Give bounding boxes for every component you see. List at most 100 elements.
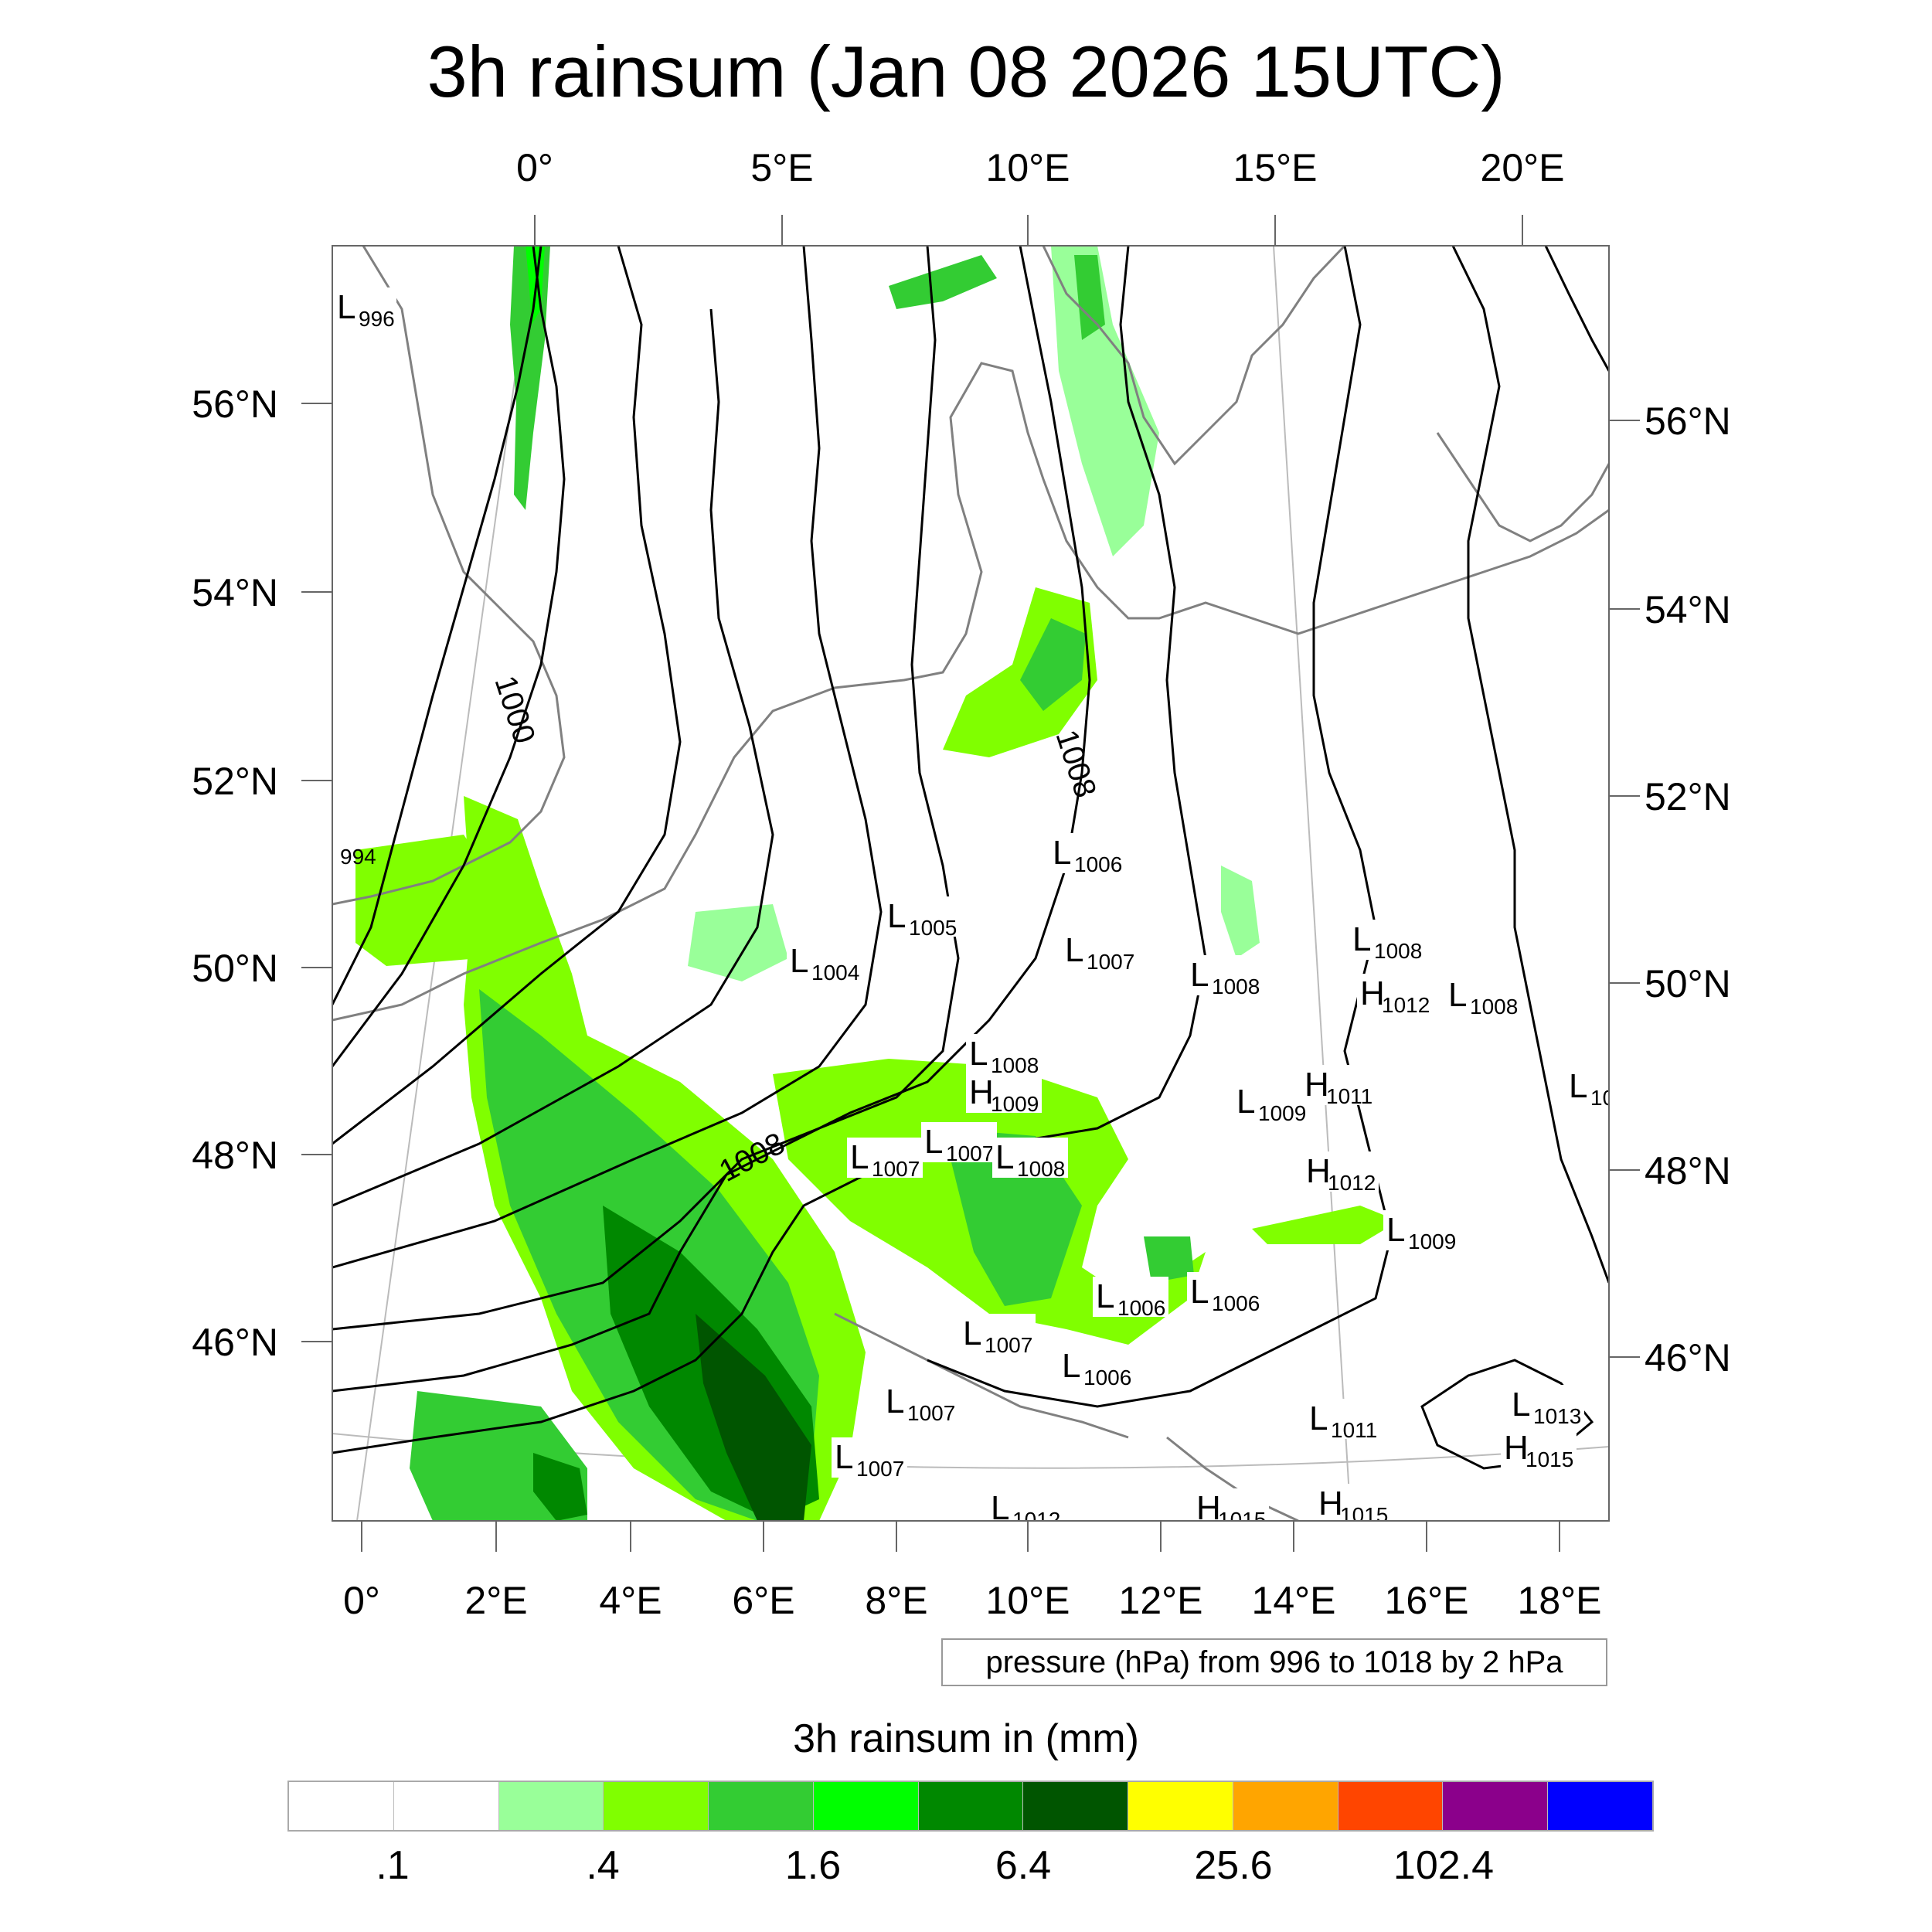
pressure-center-letter: L — [1053, 834, 1071, 872]
lon-label: 14°E — [1252, 1579, 1336, 1622]
pressure-center-value: 1011 — [1331, 1418, 1377, 1442]
pressure-center: L 1009 — [1383, 1210, 1459, 1253]
pressure-center: L 1006 — [1059, 1346, 1134, 1389]
pressure-center-value: 996 — [359, 307, 395, 331]
lon-label: 5°E — [750, 146, 813, 189]
isobar-994 — [332, 246, 543, 1005]
pressure-center-value: 1007 — [946, 1141, 994, 1165]
pressure-center-letter: L — [337, 288, 355, 326]
pressure-center-letter: L — [835, 1438, 853, 1476]
lat-label: 50°N — [192, 947, 278, 990]
pressure-center-value: 1015 — [1218, 1508, 1266, 1532]
pressure-center-letter: L — [1352, 920, 1371, 958]
coastline-scandinavia — [1042, 246, 1346, 466]
pressure-center-bg — [884, 896, 960, 937]
pressure-center-letter: L — [924, 1123, 943, 1161]
isobar-1012 — [927, 246, 1393, 1408]
pressure-center-letter: H — [1360, 975, 1385, 1012]
map-title: 3h rainsum (Jan 08 2026 15UTC) — [427, 31, 1505, 112]
contour-info-box: pressure (hPa) from 996 to 1018 by 2 hPa — [941, 1638, 1607, 1686]
meridian-15e — [1273, 246, 1352, 1521]
pressure-center-value: 1008 — [1470, 995, 1518, 1019]
rain-band-germany-north-core — [1020, 618, 1086, 711]
pressure-center-letter: L — [1236, 1083, 1255, 1121]
pressure-center: L 1008 — [992, 1138, 1068, 1181]
pressure-center-value: 1013 — [1533, 1404, 1581, 1428]
pressure-center-letter: L — [995, 1138, 1014, 1176]
pressure-center-letter: L — [1448, 976, 1467, 1014]
pressure-center-bg — [1306, 1399, 1382, 1439]
colorbar — [287, 1781, 1654, 1832]
pressure-center-bg — [1049, 833, 1125, 873]
pressure-center-bg — [787, 941, 862, 981]
colorbar-tick-label: 1.6 — [784, 1843, 842, 1888]
isobars — [332, 246, 1609, 1470]
coastline-continent — [332, 362, 1609, 1022]
colorbar-segment — [813, 1782, 919, 1830]
pressure-center: L 1007 — [847, 1138, 923, 1181]
isobar-1008 — [332, 246, 1091, 1393]
pressure-center: L 1008 — [1187, 955, 1263, 998]
pressure-center-value: 1007 — [907, 1401, 955, 1425]
rain-band-sweden — [1051, 246, 1159, 556]
pressure-center-bg — [847, 1138, 923, 1178]
rain-patch-belgium — [688, 904, 788, 981]
pressure-center-bg — [960, 1314, 1036, 1354]
lon-label: 18°E — [1518, 1579, 1602, 1622]
pressure-center-bg — [992, 1138, 1068, 1178]
pressure-center-value: 1007 — [856, 1457, 904, 1481]
rain-patch-southwest-core — [533, 1453, 587, 1521]
lat-label: 56°N — [192, 383, 278, 426]
lat-label: 50°N — [1645, 962, 1731, 1005]
pressure-center: L 996 — [334, 287, 396, 331]
coastline-adriatic — [1166, 1436, 1299, 1521]
isobar-1012-south — [1420, 1359, 1594, 1470]
pressure-center-letter: L — [991, 1489, 1009, 1527]
pressure-center-bg — [1445, 975, 1521, 1015]
bottom-lon-labels: 0° 2°E 4°E 6°E 8°E 10°E 12°E 14°E 16°E 1… — [343, 1579, 1601, 1622]
pressure-center-bg — [1566, 1066, 1609, 1107]
isobar-996 — [332, 246, 566, 1067]
pressure-center-bg — [1301, 1065, 1377, 1105]
pressure-center-letter: H — [969, 1073, 994, 1111]
colorbar-segment — [1023, 1782, 1129, 1830]
lat-label: 54°N — [192, 571, 278, 614]
pressure-center-value: 1006 — [1083, 1366, 1131, 1389]
colorbar-segment — [393, 1782, 499, 1830]
lon-label: 4°E — [599, 1579, 662, 1622]
pressure-center-bg — [1233, 1082, 1309, 1122]
pressure-center-letter: L — [1309, 1400, 1328, 1437]
pressure-center-value: 1008 — [1374, 939, 1422, 963]
pressure-center-bg — [1315, 1484, 1391, 1521]
rain-patch-czech — [1221, 866, 1260, 958]
lon-label: 8°E — [865, 1579, 927, 1622]
pressure-center-value: 1009 — [1408, 1230, 1456, 1253]
colorbar-tick-label: .1 — [376, 1843, 410, 1888]
pressure-center: L 1005 — [884, 896, 960, 940]
lat-label: 48°N — [1645, 1149, 1731, 1192]
pressure-center-value: 1007 — [872, 1157, 920, 1181]
pressure-center-value: 10 — [1590, 1086, 1614, 1110]
pressure-center-letter: L — [1512, 1386, 1530, 1423]
lat-label: 52°N — [1645, 775, 1731, 818]
isobar-1000 — [332, 246, 682, 1145]
lon-label: 20°E — [1481, 146, 1565, 189]
lon-label: 10°E — [986, 146, 1070, 189]
pressure-center-bg — [1059, 1346, 1134, 1386]
colorbar-segment — [1548, 1782, 1652, 1830]
lon-label: 0° — [343, 1579, 380, 1622]
coastline-baltic-east — [1436, 432, 1609, 543]
coastline-mediterranean — [834, 1312, 1129, 1439]
rain-band-france-core — [696, 1314, 811, 1521]
pressure-center: L 1006 — [1093, 1277, 1168, 1320]
lon-label: 12°E — [1119, 1579, 1203, 1622]
colorbar-segment — [604, 1782, 709, 1830]
colorbar-tick-label: 102.4 — [1393, 1843, 1495, 1888]
pressure-center-value: 1015 — [1526, 1447, 1573, 1471]
